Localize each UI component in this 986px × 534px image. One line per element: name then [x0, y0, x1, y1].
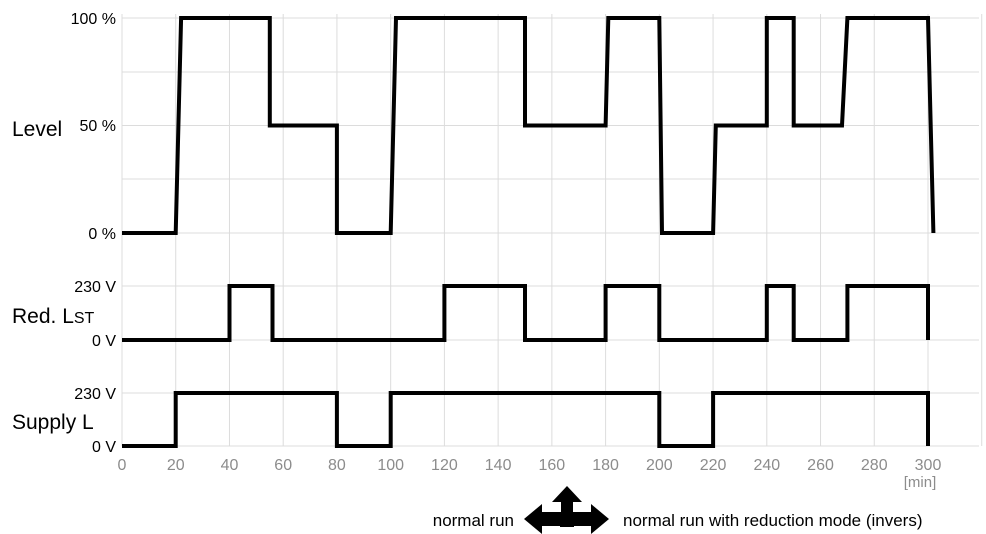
y-tick-red-0v: 0 V [92, 333, 116, 350]
trace-supply-l [122, 391, 930, 448]
x-tick-label: 280 [861, 457, 888, 474]
legend-left-text: normal run [433, 511, 514, 530]
three-way-arrow-icon [524, 486, 609, 534]
y-tick-supply-0v: 0 V [92, 439, 116, 456]
x-tick-label: 240 [753, 457, 780, 474]
panel-label-red-main: Red. L [12, 305, 74, 328]
x-tick-label: 120 [431, 457, 458, 474]
x-unit-label: [min] [904, 474, 937, 491]
x-tick-label: 260 [807, 457, 834, 474]
x-tick-label: 60 [274, 457, 292, 474]
trace-level [122, 16, 936, 235]
panel-label-level: Level [12, 118, 62, 141]
trace-red-lst [122, 284, 930, 342]
x-tick-label: 180 [592, 457, 619, 474]
x-tick-label: 0 [118, 457, 127, 474]
x-tick-label: 300 [915, 457, 942, 474]
traces [122, 16, 936, 448]
x-tick-label: 200 [646, 457, 673, 474]
y-tick-red-230v: 230 V [74, 279, 116, 296]
x-tick-labels: 0 20 40 60 80 100 120 140 160 180 200 220 240 260 280 3… [118, 457, 942, 474]
y-tick-level-100: 100 % [71, 11, 116, 28]
y-tick-supply-230v: 230 V [74, 386, 116, 403]
x-tick-label: 20 [167, 457, 185, 474]
panel-label-red-sub: ST [74, 310, 95, 327]
grid-lines [121, 14, 983, 447]
x-tick-label: 80 [328, 457, 346, 474]
panel-label-supply: Supply L [12, 411, 94, 434]
x-tick-label: 100 [377, 457, 404, 474]
y-tick-level-50: 50 % [80, 118, 116, 135]
y-tick-level-0: 0 % [88, 226, 116, 243]
x-tick-label: 220 [700, 457, 727, 474]
panel-label-red: Red. LST [12, 305, 95, 328]
x-tick-label: 160 [539, 457, 566, 474]
x-tick-label: 140 [485, 457, 512, 474]
x-tick-label: 40 [221, 457, 239, 474]
legend-right-text: normal run with reduction mode (invers) [623, 511, 923, 530]
